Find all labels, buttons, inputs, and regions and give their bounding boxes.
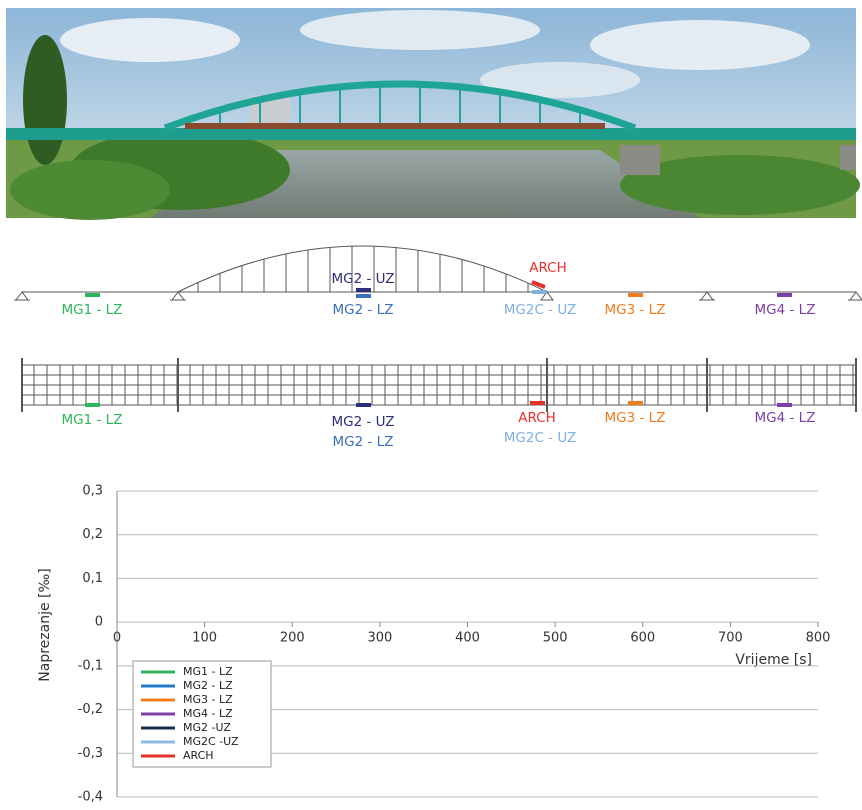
gauge-label: MG2 - UZ xyxy=(331,271,394,287)
gauge-label: MG2 - UZ xyxy=(331,414,394,430)
y-tick-label: -0,4 xyxy=(78,790,103,805)
x-tick-label: 0 xyxy=(113,631,121,646)
legend-label: MG3 - LZ xyxy=(183,693,233,706)
x-tick-label: 300 xyxy=(367,631,392,646)
gauge-markers xyxy=(85,401,792,407)
gauge-label: MG3 - LZ xyxy=(605,410,666,426)
legend-label: MG4 - LZ xyxy=(183,707,233,720)
x-tick-label: 100 xyxy=(192,631,217,646)
gauge-markers xyxy=(85,280,792,298)
legend-label: ARCH xyxy=(183,749,214,762)
x-axis-label: Vrijeme [s] xyxy=(735,652,812,668)
x-tick-label: 700 xyxy=(718,631,743,646)
gauge-label: MG3 - LZ xyxy=(605,302,666,318)
y-tick-label: -0,1 xyxy=(78,658,103,673)
y-tick-label: 0,2 xyxy=(82,527,103,542)
y-tick-label: 0,1 xyxy=(82,571,103,586)
y-tick-label: 0,3 xyxy=(82,484,103,499)
bridge-photo xyxy=(6,8,860,220)
gauge-label: MG2C - UZ xyxy=(504,302,576,318)
gauge-label: MG2C - UZ xyxy=(504,430,576,446)
y-tick-label: -0,2 xyxy=(78,702,103,717)
x-tick-label: 400 xyxy=(455,631,480,646)
legend-label: MG2 -UZ xyxy=(183,721,231,734)
gauge-label: MG1 - LZ xyxy=(62,412,123,428)
y-tick-label: 0 xyxy=(95,615,103,630)
plan-diagram xyxy=(21,358,857,412)
gauge-label: MG4 - LZ xyxy=(755,302,816,318)
legend-label: MG2 - LZ xyxy=(183,679,233,692)
x-tick-label: 600 xyxy=(630,631,655,646)
gauge-label: MG2 - LZ xyxy=(333,302,394,318)
line-chart: 0,3 0,2 0,1 0 -0,1 -0,2 -0,3 -0,4 0 100 200 300 400 5… xyxy=(78,484,831,805)
y-tick-label: -0,3 xyxy=(78,746,103,761)
x-tick-label: 500 xyxy=(543,631,568,646)
gauge-label: ARCH xyxy=(518,410,556,426)
gauge-label: ARCH xyxy=(529,260,567,276)
gauge-label: MG1 - LZ xyxy=(62,302,123,318)
legend-label: MG2C -UZ xyxy=(183,735,239,748)
gauge-label: MG4 - LZ xyxy=(755,410,816,426)
gauge-label: MG2 - LZ xyxy=(333,434,394,450)
x-tick-label: 200 xyxy=(280,631,305,646)
x-tick-label: 800 xyxy=(806,631,831,646)
elevation-diagram xyxy=(14,245,862,301)
y-axis-label: Naprezanje [‰] xyxy=(37,568,53,681)
legend-label: MG1 - LZ xyxy=(183,665,233,678)
